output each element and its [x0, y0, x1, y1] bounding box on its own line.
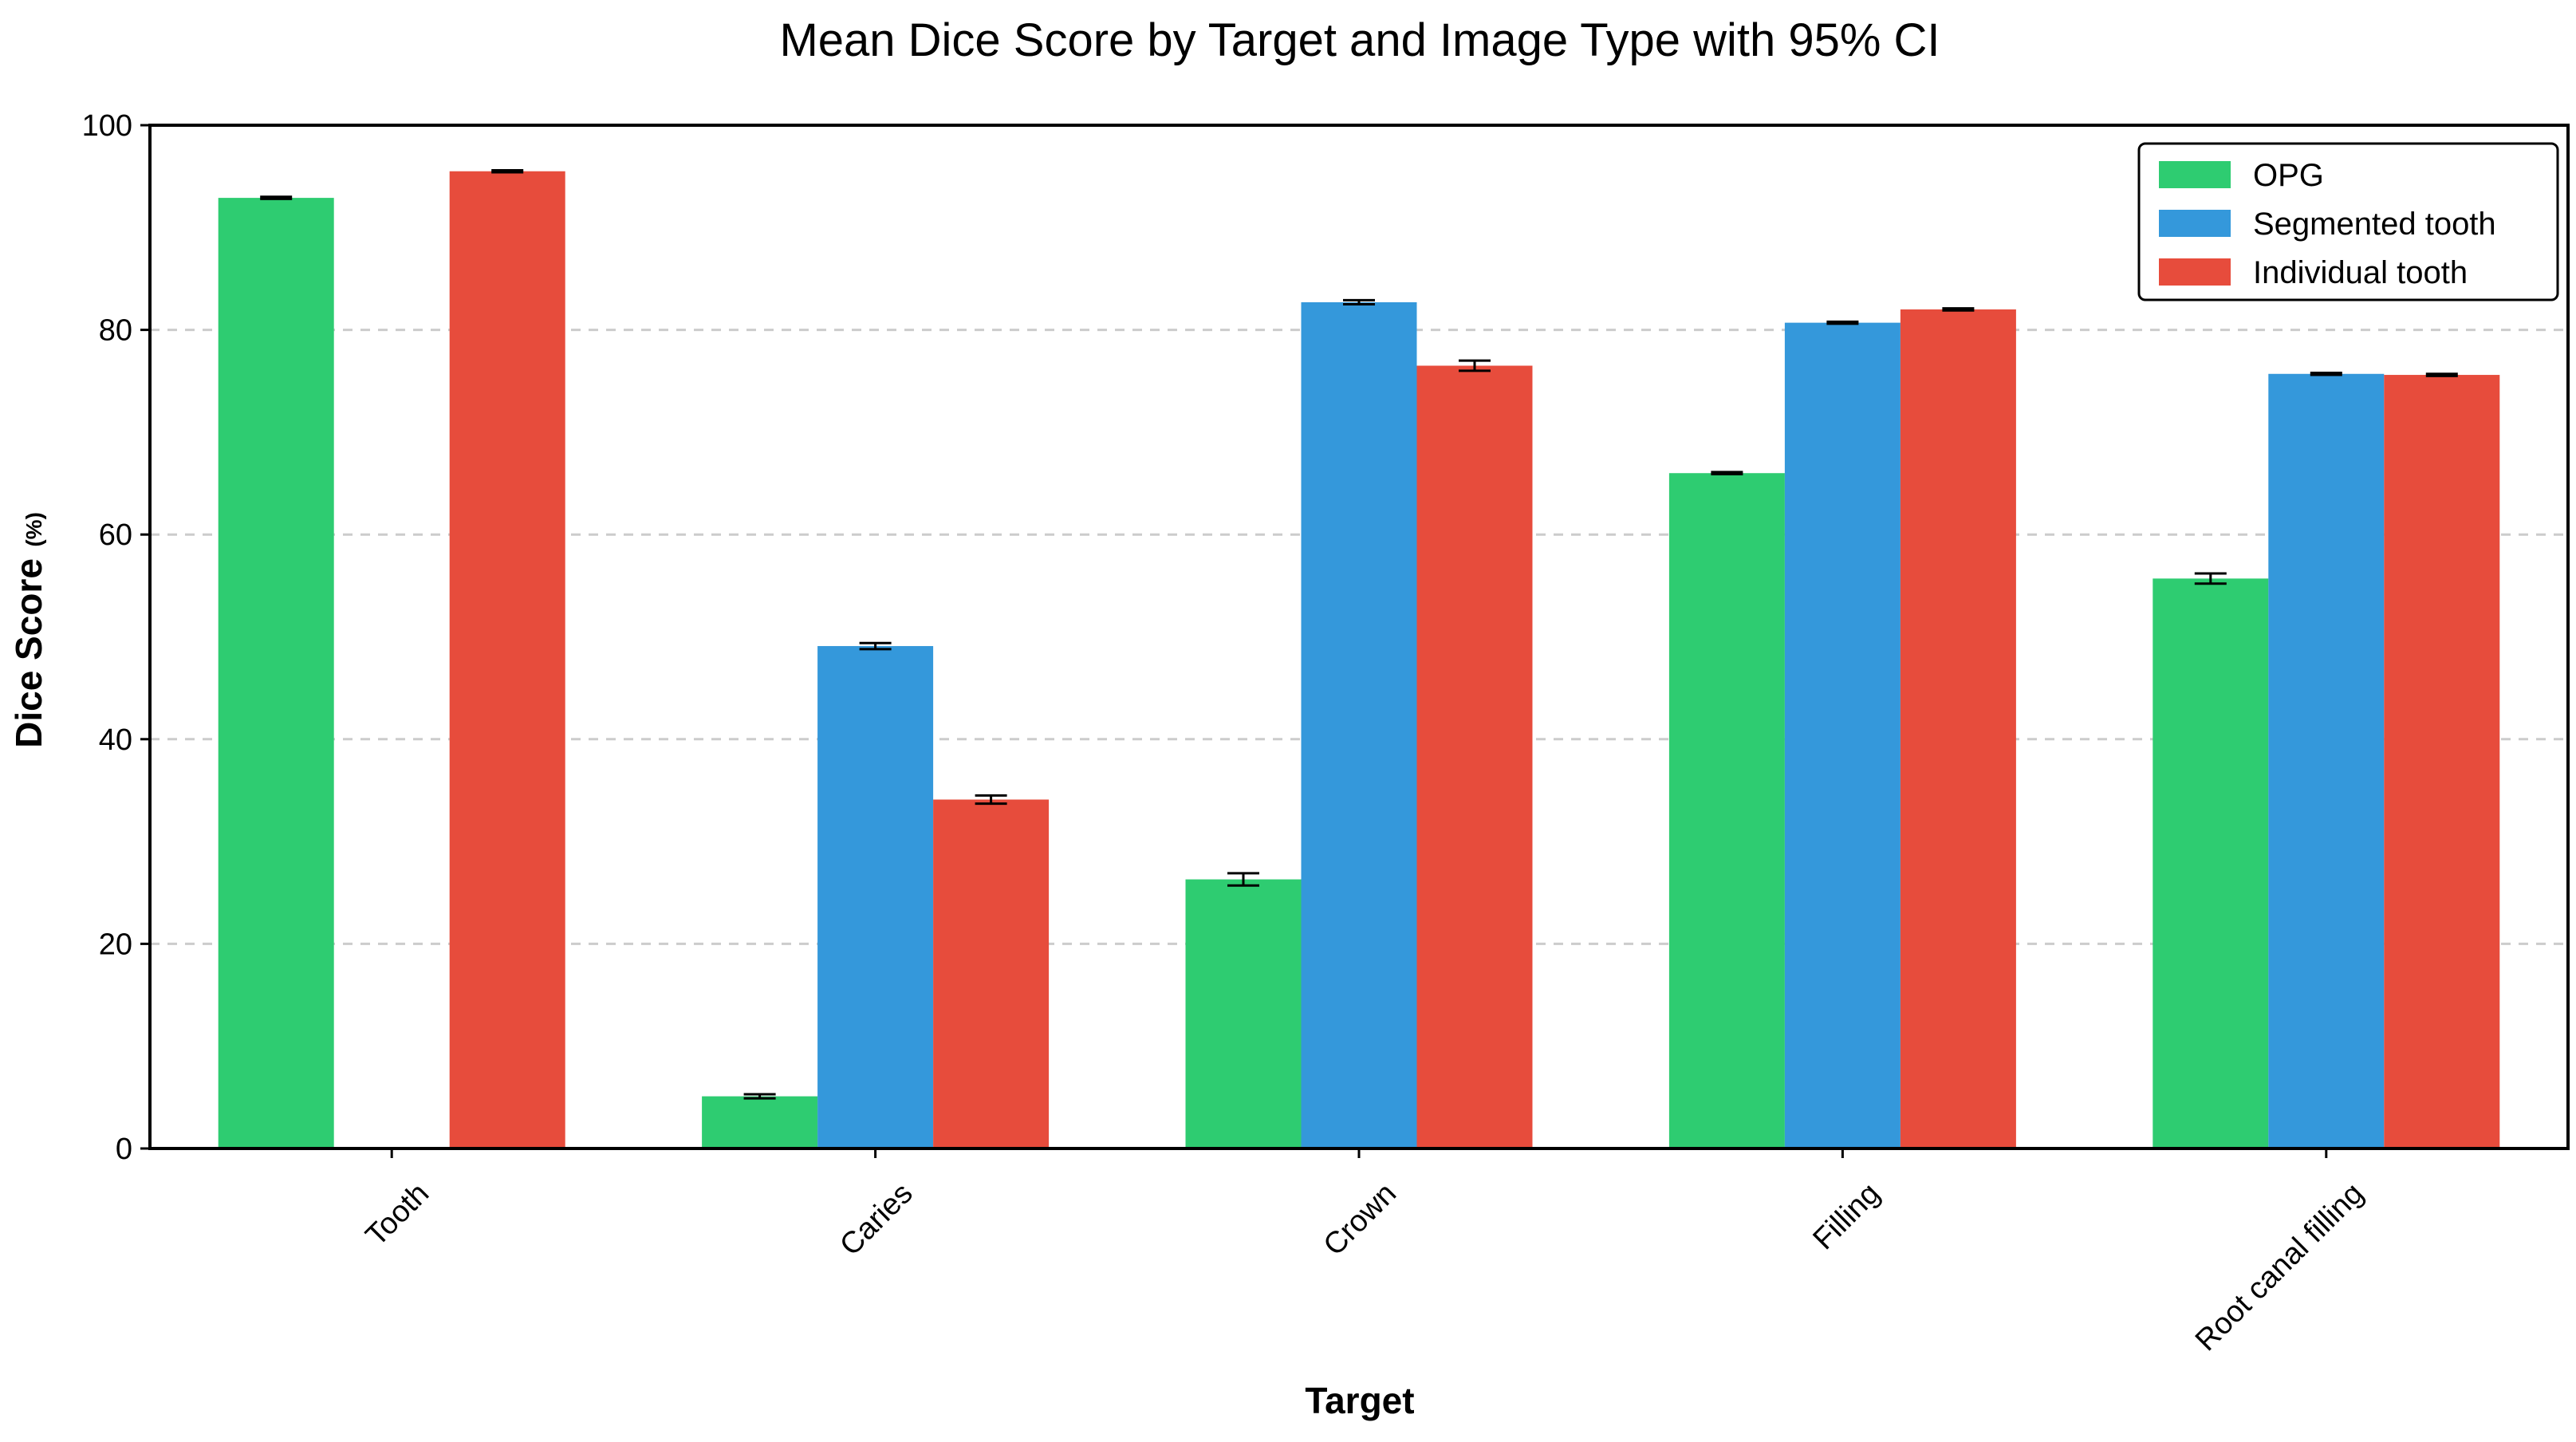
y-tick-label: 80 [99, 314, 132, 348]
bar [1185, 879, 1302, 1148]
bar [1784, 322, 1900, 1148]
bar [1668, 473, 1785, 1148]
legend-label: OPG [2253, 158, 2324, 193]
y-tick-label: 20 [99, 928, 132, 961]
bar [933, 799, 1050, 1148]
chart-title: Mean Dice Score by Target and Image Type… [779, 14, 1940, 66]
legend: OPG Segmented tooth Individual tooth [2137, 142, 2559, 301]
legend-box [2137, 142, 2559, 301]
y-tick-label: 60 [99, 518, 132, 552]
bar [2268, 373, 2385, 1148]
y-tick-label: 100 [82, 109, 132, 143]
bar [702, 1096, 818, 1148]
y-axis-title-group: Dice Score (%) [8, 512, 49, 748]
bar [1900, 309, 2016, 1149]
y-tick-label: 40 [99, 723, 132, 757]
y-axis-title: Dice Score [8, 558, 49, 748]
svg-text:Dice Score (%): Dice Score (%) [8, 512, 49, 748]
y-tick-label: 0 [116, 1133, 132, 1166]
legend-label: Individual tooth [2253, 255, 2468, 290]
y-axis-ticks: 0 20 40 60 80 100 [82, 109, 150, 1166]
legend-swatch [2159, 161, 2231, 188]
error-bars [260, 168, 2458, 1100]
legend-label: Segmented tooth [2253, 207, 2496, 242]
bar [449, 171, 565, 1149]
bar [817, 646, 934, 1148]
bar [2153, 578, 2269, 1148]
bar [1416, 365, 1533, 1148]
bar [218, 198, 334, 1148]
bar [1301, 301, 1417, 1149]
legend-swatch [2159, 258, 2231, 286]
bar [2384, 375, 2500, 1148]
y-axis-unit: (%) [22, 512, 46, 547]
x-axis-title: Target [1305, 1380, 1414, 1421]
legend-swatch [2159, 210, 2231, 237]
bars [218, 171, 2500, 1149]
